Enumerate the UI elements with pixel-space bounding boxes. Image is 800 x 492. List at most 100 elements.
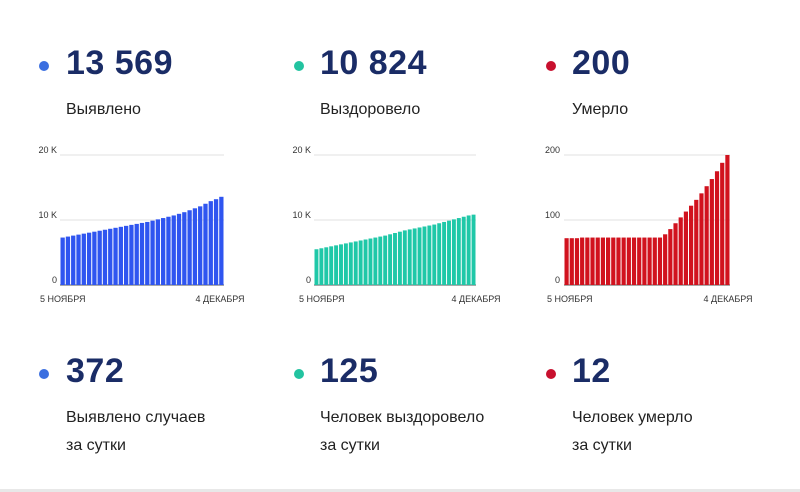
detected-daily-label-line2: за сутки: [66, 437, 126, 454]
recovered-dot-icon: [294, 61, 304, 71]
bar: [198, 206, 203, 285]
deaths-daily-dot-icon: [546, 369, 556, 379]
recovered-total-label: Выздоровело: [320, 101, 421, 118]
bar: [694, 199, 699, 285]
bar: [108, 228, 113, 285]
bar: [678, 217, 683, 285]
y-tick-label: 10 K: [38, 210, 57, 220]
x-start-label: 5 НОЯБРЯ: [299, 294, 345, 304]
bar: [422, 226, 427, 285]
bar: [324, 247, 329, 285]
bar: [314, 249, 319, 285]
bar: [714, 171, 720, 285]
bar: [155, 219, 161, 285]
bar: [663, 234, 668, 285]
bar: [631, 237, 637, 285]
bar: [113, 227, 118, 285]
x-start-label: 5 НОЯБРЯ: [547, 294, 593, 304]
y-tick-label: 0: [52, 275, 57, 285]
bar: [564, 238, 569, 285]
bar: [60, 237, 65, 285]
recovered-daily: 125: [320, 352, 379, 390]
bar: [720, 162, 725, 285]
bar: [76, 234, 81, 285]
bar: [709, 179, 714, 285]
bar: [378, 236, 383, 285]
x-end-label: 4 ДЕКАБРЯ: [195, 294, 244, 304]
deaths-total: 200: [572, 44, 631, 82]
bar: [187, 210, 192, 285]
bar: [343, 243, 348, 285]
recovered-daily-dot-icon: [294, 369, 304, 379]
detected-daily-label-line1: Выявлено случаев: [66, 409, 206, 426]
bar: [368, 238, 373, 285]
bar: [353, 241, 358, 285]
bar: [373, 237, 378, 285]
bar: [606, 237, 611, 285]
bar: [725, 155, 730, 285]
panel-recovered: 10 824 Выздоровело 0 10 K 20 K 5 НОЯБРЯ 4 ДЕ…: [266, 0, 532, 492]
bar: [437, 223, 442, 285]
panel-deaths: 200 Умерло 0 100 200 5 НОЯБРЯ 4 ДЕКАБРЯ 12 Ч…: [532, 0, 798, 492]
bar: [595, 237, 600, 285]
bar: [182, 212, 187, 285]
bar: [348, 242, 353, 285]
bar: [590, 237, 595, 285]
deaths-daily: 12: [572, 352, 611, 390]
bar: [213, 199, 219, 285]
bottom-divider: [0, 489, 800, 492]
bar: [203, 203, 208, 285]
bar: [447, 220, 451, 285]
bar: [150, 220, 155, 285]
bar: [442, 221, 447, 285]
bar: [417, 227, 422, 285]
bar: [668, 229, 673, 285]
bar: [388, 234, 393, 285]
detected-dot-icon: [39, 61, 49, 71]
bar: [683, 211, 688, 285]
bar: [393, 233, 397, 285]
detected-total: 13 569: [66, 44, 173, 82]
bar: [208, 201, 213, 285]
bar: [81, 233, 86, 285]
y-tick-label: 100: [545, 210, 560, 220]
bar: [339, 244, 343, 285]
bar: [92, 231, 97, 285]
bar: [129, 224, 134, 285]
y-tick-label: 10 K: [292, 210, 311, 220]
bar: [397, 231, 402, 285]
bar: [219, 196, 224, 285]
bar: [456, 218, 461, 285]
y-tick-label: 200: [545, 145, 560, 155]
x-start-label: 5 НОЯБРЯ: [40, 294, 86, 304]
deaths-dot-icon: [546, 61, 556, 71]
bar: [171, 215, 176, 285]
bar: [580, 237, 585, 285]
bar: [427, 225, 432, 285]
bar: [363, 239, 368, 285]
bar: [616, 237, 621, 285]
bar: [611, 237, 616, 285]
bar: [176, 213, 182, 285]
bar: [626, 237, 631, 285]
bar: [334, 245, 339, 285]
bar: [71, 235, 76, 285]
bar: [102, 229, 108, 285]
bar: [647, 237, 652, 285]
recovered-daily-label-line2: за сутки: [320, 437, 380, 454]
panel-detected: 13 569 Выявлено 0 10 K 20 K 5 НОЯБРЯ 4 ДЕКАБ…: [0, 0, 266, 492]
detected-daily: 372: [66, 352, 125, 390]
bar: [451, 219, 456, 285]
bar: [166, 216, 171, 285]
bar: [621, 237, 626, 285]
recovered-total: 10 824: [320, 44, 427, 82]
bar: [139, 222, 145, 285]
bar: [704, 186, 709, 285]
deaths-daily-label-line2: за сутки: [572, 437, 632, 454]
bar: [402, 230, 407, 285]
bar: [161, 218, 166, 285]
bar: [699, 193, 704, 285]
recovered-daily-label: Человек выздоровело за сутки: [320, 404, 484, 460]
bar: [642, 237, 647, 285]
bar: [600, 237, 605, 285]
